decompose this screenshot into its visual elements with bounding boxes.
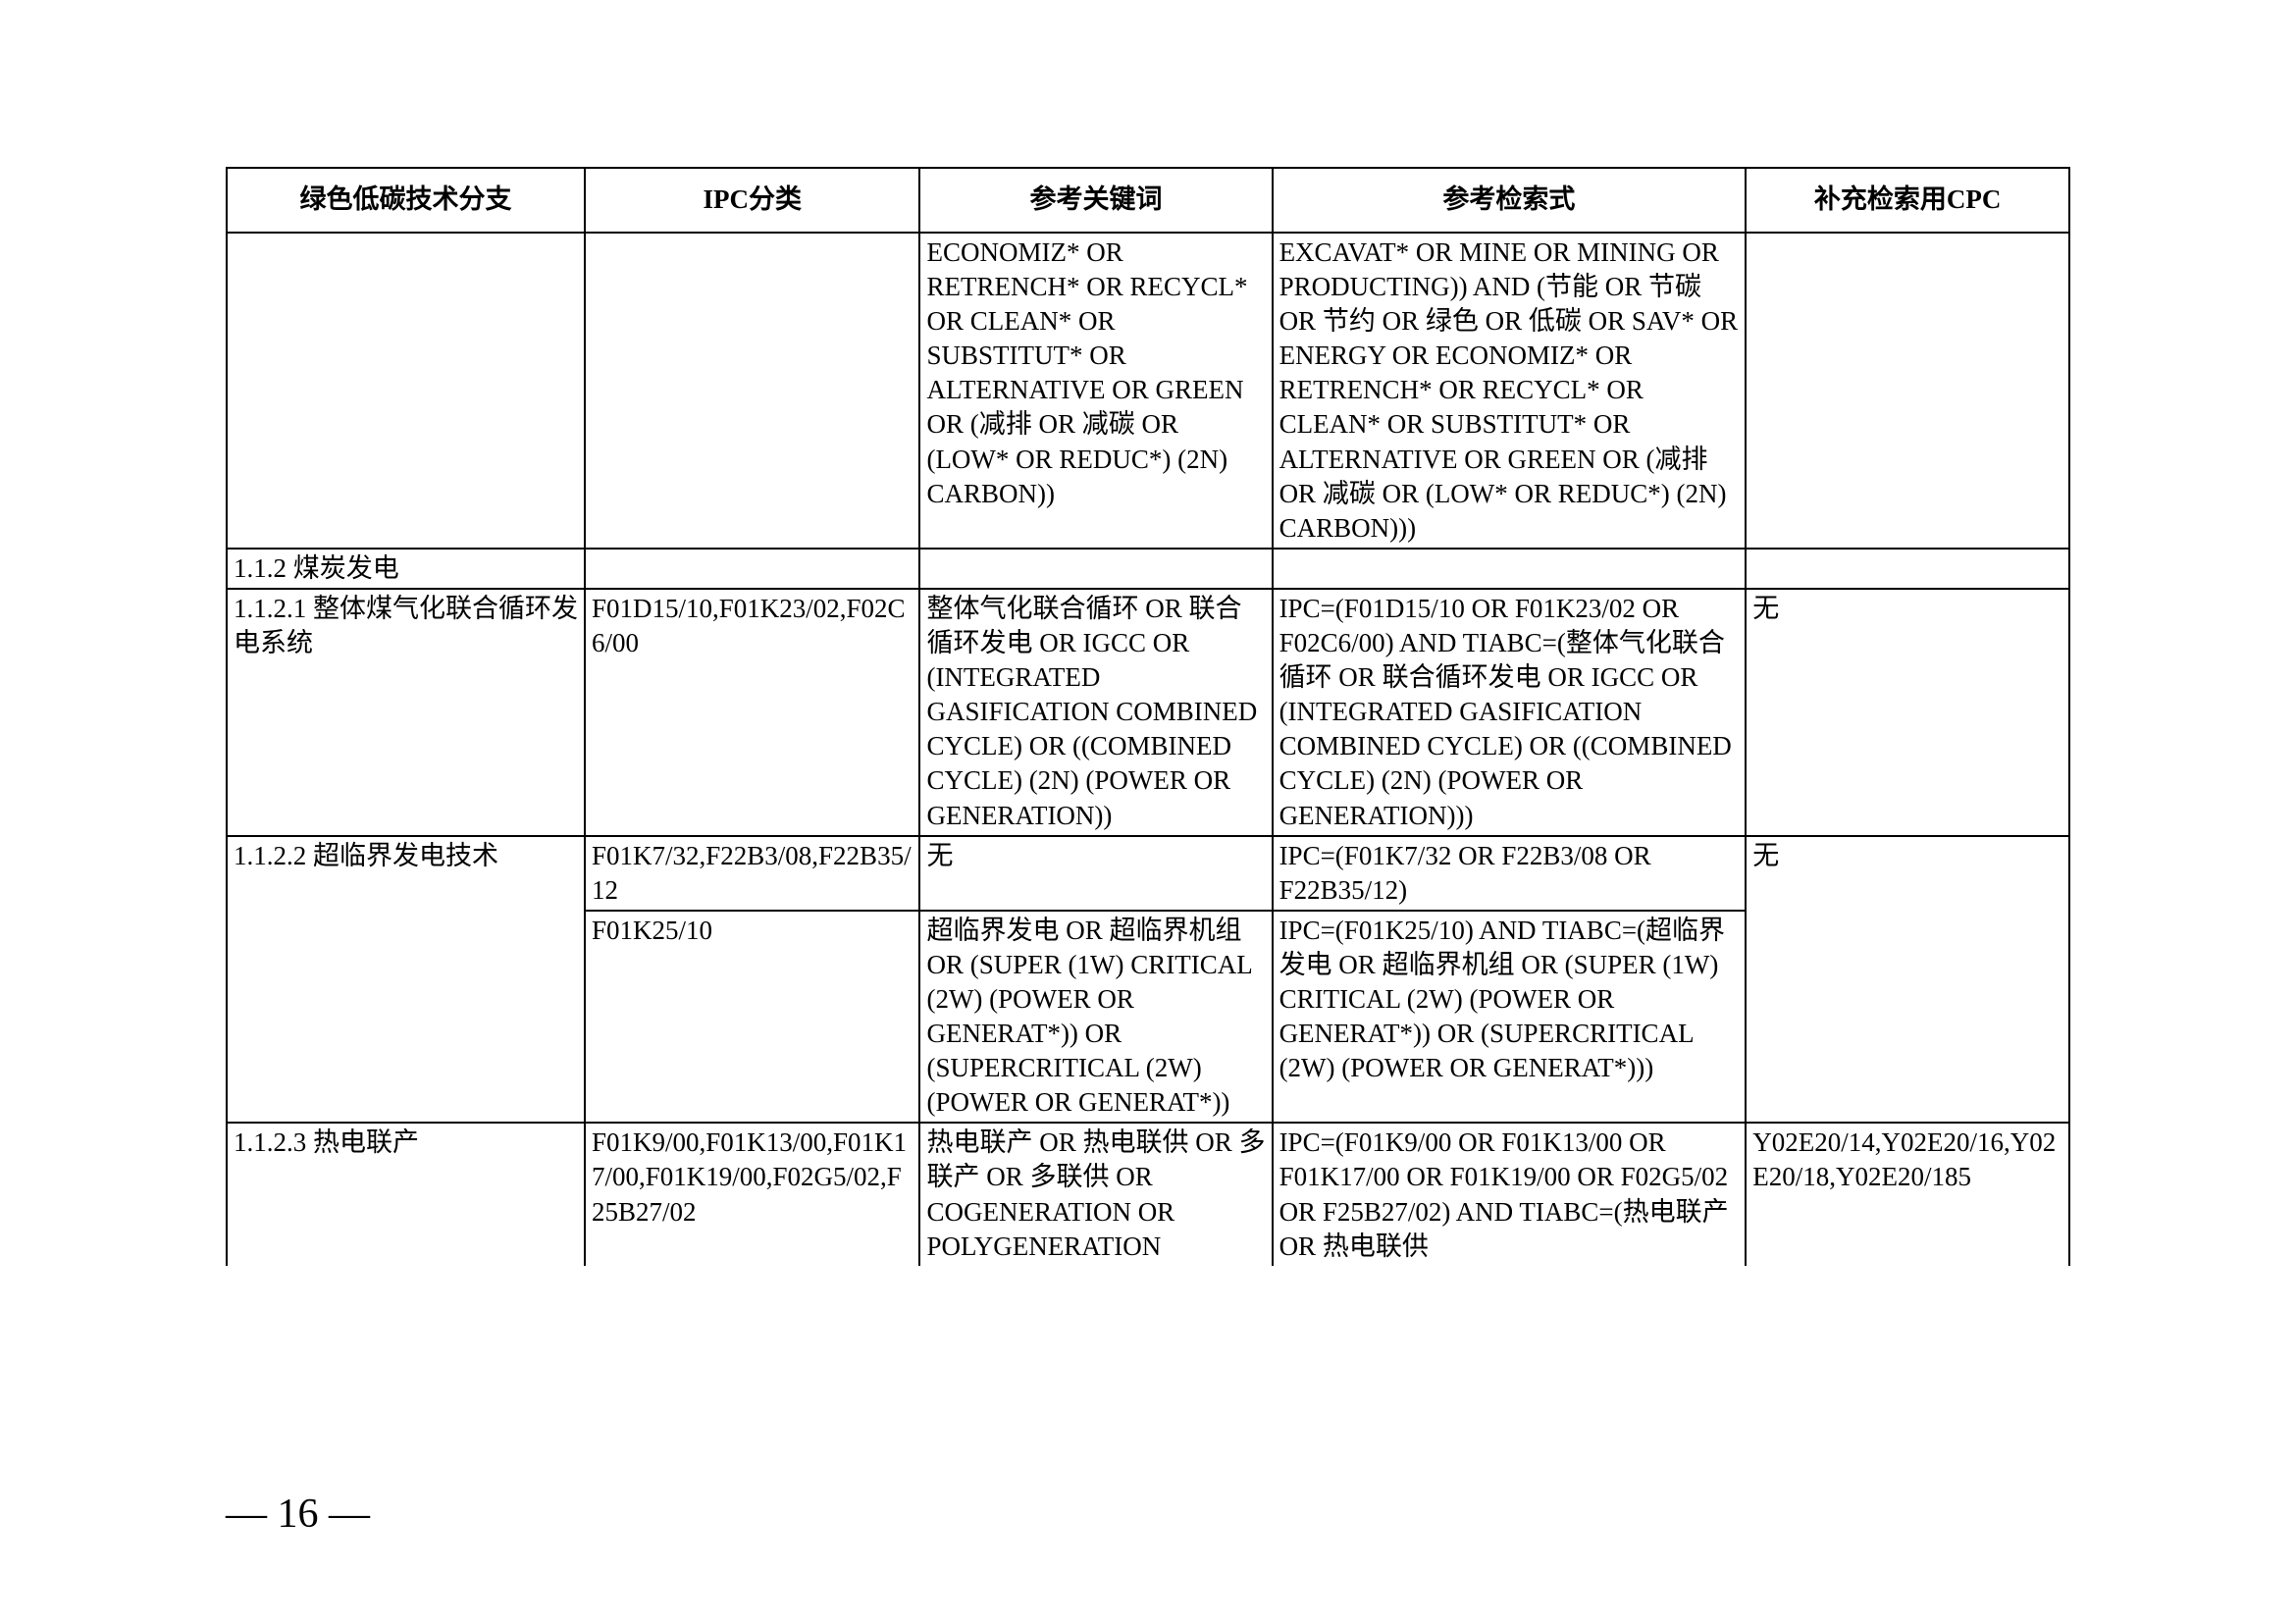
cell-keywords	[919, 549, 1272, 589]
header-keywords: 参考关键词	[919, 168, 1272, 233]
cell-search: IPC=(F01K7/32 OR F22B3/08 OR F22B35/12)	[1273, 836, 1747, 911]
cell-ipc: F01K25/10	[585, 911, 919, 1124]
table-row: 1.1.2 煤炭发电	[227, 549, 2069, 589]
classification-table: 绿色低碳技术分支 IPC分类 参考关键词 参考检索式 补充检索用CPC ECON…	[226, 167, 2070, 1266]
cell-cpc	[1746, 549, 2069, 589]
cell-branch: 1.1.2 煤炭发电	[227, 549, 585, 589]
cell-cpc: 无	[1746, 589, 2069, 836]
cell-ipc: F01D15/10,F01K23/02,F02C6/00	[585, 589, 919, 836]
cell-search: IPC=(F01D15/10 OR F01K23/02 OR F02C6/00)…	[1273, 589, 1747, 836]
cell-cpc: Y02E20/14,Y02E20/16,Y02E20/18,Y02E20/185	[1746, 1123, 2069, 1265]
cell-ipc	[585, 233, 919, 549]
cell-keywords: ECONOMIZ* OR RETRENCH* OR RECYCL* OR CLE…	[919, 233, 1272, 549]
cell-cpc: 无	[1746, 836, 2069, 1124]
header-ipc: IPC分类	[585, 168, 919, 233]
cell-keywords: 热电联产 OR 热电联供 OR 多联产 OR 多联供 OR COGENERATI…	[919, 1123, 1272, 1265]
cell-search	[1273, 549, 1747, 589]
cell-cpc	[1746, 233, 2069, 549]
cell-keywords: 超临界发电 OR 超临界机组 OR (SUPER (1W) CRITICAL (…	[919, 911, 1272, 1124]
cell-ipc: F01K9/00,F01K13/00,F01K17/00,F01K19/00,F…	[585, 1123, 919, 1265]
cell-ipc: F01K7/32,F22B3/08,F22B35/12	[585, 836, 919, 911]
table-body: ECONOMIZ* OR RETRENCH* OR RECYCL* OR CLE…	[227, 233, 2069, 1266]
cell-ipc	[585, 549, 919, 589]
table-row: ECONOMIZ* OR RETRENCH* OR RECYCL* OR CLE…	[227, 233, 2069, 549]
header-branch: 绿色低碳技术分支	[227, 168, 585, 233]
cell-branch	[227, 233, 585, 549]
cell-search: EXCAVAT* OR MINE OR MINING OR PRODUCTING…	[1273, 233, 1747, 549]
table-row: 1.1.2.3 热电联产F01K9/00,F01K13/00,F01K17/00…	[227, 1123, 2069, 1265]
page-container: 绿色低碳技术分支 IPC分类 参考关键词 参考检索式 补充检索用CPC ECON…	[0, 0, 2296, 1624]
cell-search: IPC=(F01K9/00 OR F01K13/00 OR F01K17/00 …	[1273, 1123, 1747, 1265]
cell-keywords: 无	[919, 836, 1272, 911]
cell-search: IPC=(F01K25/10) AND TIABC=(超临界发电 OR 超临界机…	[1273, 911, 1747, 1124]
table-header-row: 绿色低碳技术分支 IPC分类 参考关键词 参考检索式 补充检索用CPC	[227, 168, 2069, 233]
cell-branch: 1.1.2.2 超临界发电技术	[227, 836, 585, 1124]
table-row: 1.1.2.2 超临界发电技术F01K7/32,F22B3/08,F22B35/…	[227, 836, 2069, 911]
cell-keywords: 整体气化联合循环 OR 联合循环发电 OR IGCC OR (INTEGRATE…	[919, 589, 1272, 836]
cell-branch: 1.1.2.3 热电联产	[227, 1123, 585, 1265]
table-row: 1.1.2.1 整体煤气化联合循环发电系统F01D15/10,F01K23/02…	[227, 589, 2069, 836]
header-cpc: 补充检索用CPC	[1746, 168, 2069, 233]
header-search: 参考检索式	[1273, 168, 1747, 233]
page-number: — 16 —	[226, 1491, 370, 1538]
cell-branch: 1.1.2.1 整体煤气化联合循环发电系统	[227, 589, 585, 836]
